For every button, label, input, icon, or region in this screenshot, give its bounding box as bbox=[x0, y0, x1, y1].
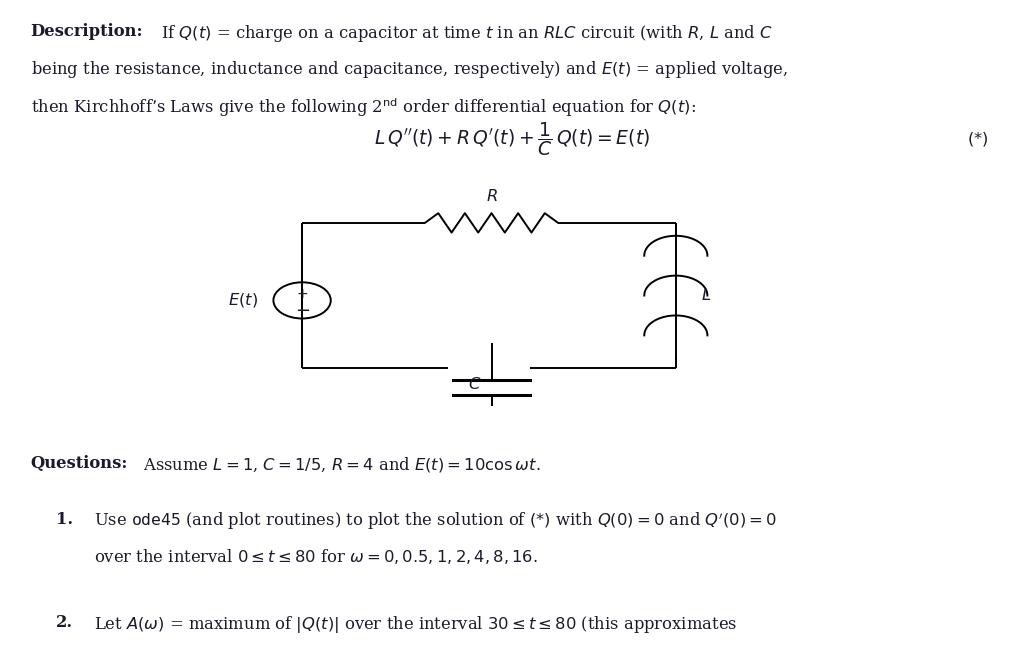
Text: $C$: $C$ bbox=[468, 376, 481, 393]
Text: Let $A(\omega)$ = maximum of $|Q(t)|$ over the interval $30 \leq t \leq 80$ (thi: Let $A(\omega)$ = maximum of $|Q(t)|$ ov… bbox=[94, 614, 737, 635]
Text: Use $\mathtt{ode45}$ (and plot routines) to plot the solution of $(*)$ with $Q(0: Use $\mathtt{ode45}$ (and plot routines)… bbox=[94, 510, 777, 532]
Text: $L$: $L$ bbox=[701, 287, 712, 304]
Text: Description:: Description: bbox=[31, 23, 143, 39]
Text: $(*)$: $(*)$ bbox=[967, 130, 988, 148]
Text: 1.: 1. bbox=[56, 510, 74, 528]
Text: If $Q(t)$ = charge on a capacitor at time $t$ in an $RLC$ circuit (with $R$, $L$: If $Q(t)$ = charge on a capacitor at tim… bbox=[156, 23, 773, 44]
Text: $+$: $+$ bbox=[296, 287, 308, 300]
Text: then Kirchhoff’s Laws give the following 2$^\mathrm{nd}$ order differential equa: then Kirchhoff’s Laws give the following… bbox=[31, 96, 695, 119]
Text: $R$: $R$ bbox=[485, 188, 498, 205]
Text: $E(t)$: $E(t)$ bbox=[228, 291, 258, 309]
Text: Assume $L = 1$, $C = 1/5$, $R = 4$ and $E(t) = 10\cos\omega t$.: Assume $L = 1$, $C = 1/5$, $R = 4$ and $… bbox=[138, 455, 541, 474]
Text: Questions:: Questions: bbox=[31, 455, 128, 472]
Text: over the interval $0 \leq t \leq 80$ for $\omega = 0, 0.5, 1, 2, 4, 8, 16$.: over the interval $0 \leq t \leq 80$ for… bbox=[94, 548, 539, 567]
Text: being the resistance, inductance and capacitance, respectively) and $E(t)$ = app: being the resistance, inductance and cap… bbox=[31, 59, 787, 81]
Text: $L\,Q''(t) + R\,Q'(t) + \dfrac{1}{C}\,Q(t) = E(t)$: $L\,Q''(t) + R\,Q'(t) + \dfrac{1}{C}\,Q(… bbox=[374, 120, 650, 158]
Text: $-$: $-$ bbox=[295, 300, 309, 318]
Text: 2.: 2. bbox=[56, 614, 74, 630]
